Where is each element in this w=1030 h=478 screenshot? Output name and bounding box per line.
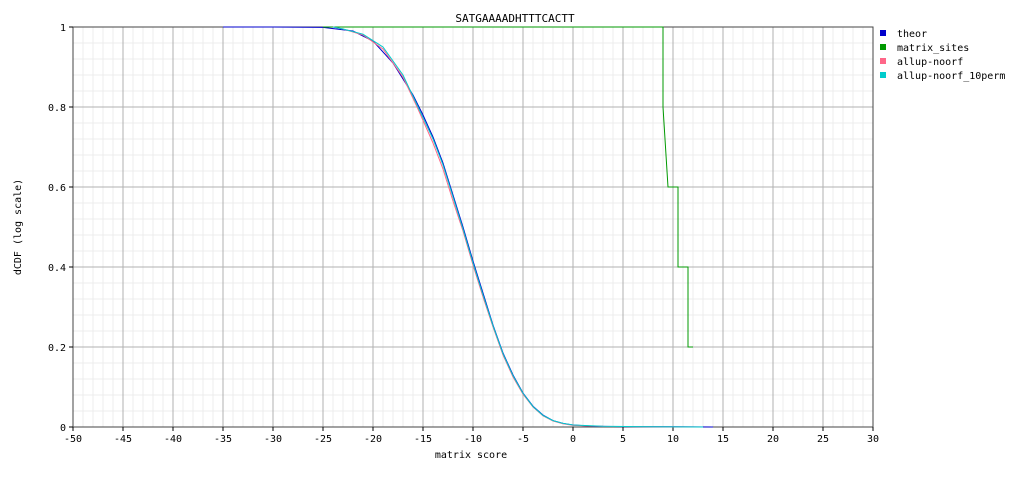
series-line-theor [223,26,714,428]
y-axis-label: dCDF (log scale) [13,179,24,275]
x-tick-label: -20 [364,434,382,445]
x-tick-label: 15 [717,434,729,445]
legend-swatch [880,58,886,64]
x-tick-label: -15 [414,434,432,445]
legend-swatch [880,30,886,36]
legend: theor matrix_sites allup-noorf allup-noorf_… [880,29,1005,82]
x-tick-label: -30 [264,434,282,445]
x-tick-label: 20 [767,434,779,445]
y-tick-label: 0.8 [48,103,66,114]
y-tick-label: 0 [60,423,66,434]
x-tick-label: -40 [164,434,182,445]
x-tick-label: 5 [620,434,626,445]
x-tick-label: -5 [517,434,529,445]
y-tick-label: 0.4 [48,263,66,274]
legend-swatch [880,72,886,78]
series-line-matrix_sites [323,26,693,348]
x-tick-label: -45 [114,434,132,445]
series-line-allup-noorf_10perm [332,26,704,428]
chart-title: SATGAAAADHTTTCACTT [455,12,575,25]
legend-label: allup-noorf_10perm [897,71,1005,82]
y-tick-label: 0.6 [48,183,66,194]
x-axis-ticks: -50 -45 -40 -35 -30 -25 -20 -15 -10 -5 0 5 10 15 20 25 3… [64,427,879,445]
x-tick-label: 0 [570,434,576,445]
legend-label: allup-noorf [897,57,963,68]
legend-label: theor [897,29,927,40]
x-tick-label: -25 [314,434,332,445]
y-axis-ticks: 0 0.2 0.4 0.6 0.8 1 [48,23,73,434]
x-tick-label: 25 [817,434,829,445]
series-line-allup-noorf [332,26,704,428]
legend-swatch [880,44,886,50]
x-tick-label: -35 [214,434,232,445]
x-tick-label: -50 [64,434,82,445]
y-tick-label: 1 [60,23,66,34]
x-tick-label: 30 [867,434,879,445]
legend-label: matrix_sites [897,43,969,54]
x-tick-label: -10 [464,434,482,445]
y-tick-label: 0.2 [48,343,66,354]
series-lines [223,26,714,428]
x-axis-label: matrix score [435,450,507,461]
x-tick-label: 10 [667,434,679,445]
